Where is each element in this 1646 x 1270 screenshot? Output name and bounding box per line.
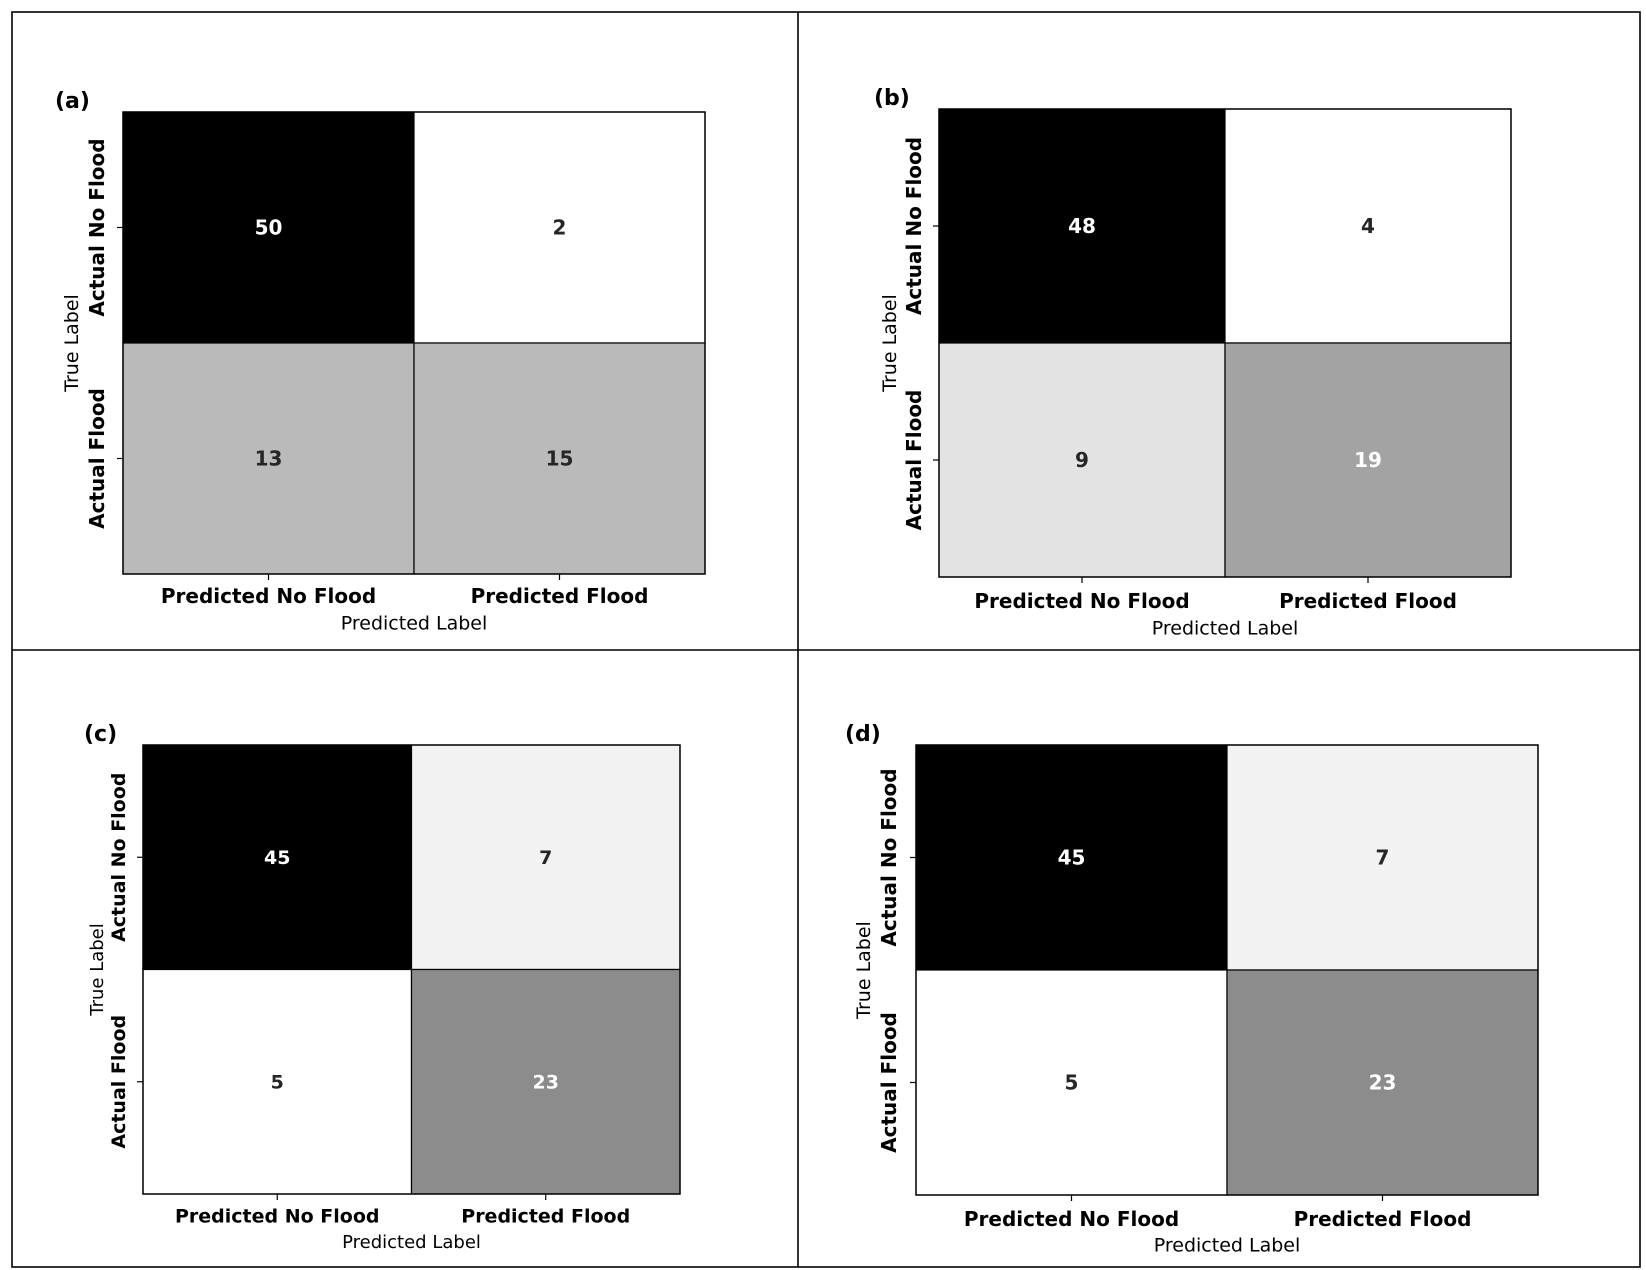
x-tick-label: Predicted No Flood <box>161 584 376 608</box>
cell-value: 45 <box>264 847 290 869</box>
cell-value: 5 <box>1065 1071 1079 1095</box>
cell-value: 4 <box>1361 214 1375 238</box>
matrix-cell <box>1226 969 1539 1196</box>
y-tick-label: Actual No Flood <box>902 137 926 315</box>
cell-value: 9 <box>1075 448 1089 472</box>
x-tick-label: Predicted Flood <box>1279 589 1457 613</box>
x-axis-label: Predicted Label <box>1154 1234 1301 1256</box>
y-axis-label: True Label <box>879 294 901 393</box>
confusion-matrix-d: (d) 45 7 5 23 Predicted No Flood Predicted Flo… <box>845 722 1539 1256</box>
x-axis-label: Predicted Label <box>342 1232 481 1253</box>
matrix-cell <box>938 108 1226 344</box>
matrix-cell <box>1224 108 1512 344</box>
x-tick-label: Predicted Flood <box>461 1205 630 1227</box>
x-tick-label: Predicted No Flood <box>175 1205 380 1227</box>
y-tick-label: Actual Flood <box>877 1012 901 1153</box>
matrix-cell <box>142 744 413 971</box>
panel-label: (a) <box>55 89 90 114</box>
cell-value: 7 <box>1376 846 1390 870</box>
plot-border <box>122 111 706 575</box>
y-tick-label: Actual No Flood <box>877 768 901 946</box>
matrix-cell <box>1226 744 1539 971</box>
panel-label: (c) <box>84 722 117 747</box>
confusion-matrix-c: (c) 45 7 5 23 Predicted No Flood Predicted Flo… <box>84 722 681 1253</box>
matrix-cell <box>122 342 415 575</box>
y-tick-label: Actual No Flood <box>108 773 130 942</box>
confusion-matrix-a: (a) 50 2 13 15 Predicted No Flood Predicted Fl… <box>55 89 706 634</box>
plot-border <box>915 744 1539 1196</box>
confusion-matrix-b: (b) 48 4 9 19 Predicted No Flood Predicted Flo… <box>874 86 1512 639</box>
y-tick-label: Actual Flood <box>902 390 926 531</box>
cell-value: 13 <box>255 447 283 471</box>
matrix-cell <box>1224 342 1512 578</box>
x-axis-label: Predicted Label <box>341 612 488 634</box>
x-tick-label: Predicted Flood <box>471 584 649 608</box>
cell-value: 7 <box>539 847 552 869</box>
matrix-cell <box>142 968 413 1195</box>
x-axis-label: Predicted Label <box>1152 617 1299 639</box>
panel-label: (d) <box>845 722 881 747</box>
cell-value: 15 <box>546 447 574 471</box>
matrix-cell <box>915 744 1228 971</box>
x-tick-label: Predicted Flood <box>1294 1207 1472 1231</box>
cell-value: 45 <box>1058 846 1086 870</box>
matrix-cell <box>938 342 1226 578</box>
cell-value: 23 <box>533 1071 559 1093</box>
plot-border <box>938 108 1512 578</box>
y-tick-label: Actual Flood <box>108 1015 130 1149</box>
x-tick-label: Predicted No Flood <box>974 589 1189 613</box>
cell-value: 48 <box>1068 214 1096 238</box>
y-tick-label: Actual No Flood <box>85 138 109 316</box>
cell-value: 5 <box>271 1071 284 1093</box>
y-tick-label: Actual Flood <box>85 388 109 529</box>
y-axis-label: True Label <box>853 921 875 1020</box>
cell-value: 2 <box>553 216 567 240</box>
y-axis-label: True Label <box>61 294 83 393</box>
figure-frame <box>11 11 1641 1268</box>
cell-value: 19 <box>1354 448 1382 472</box>
y-axis-label: True Label <box>87 923 108 1017</box>
matrix-cell <box>915 969 1228 1196</box>
matrix-cell <box>413 111 706 344</box>
panel-label: (b) <box>874 86 910 111</box>
plot-border <box>142 744 681 1195</box>
cell-value: 50 <box>255 216 283 240</box>
matrix-cell <box>122 111 415 344</box>
x-tick-label: Predicted No Flood <box>964 1207 1179 1231</box>
cell-value: 23 <box>1369 1071 1397 1095</box>
